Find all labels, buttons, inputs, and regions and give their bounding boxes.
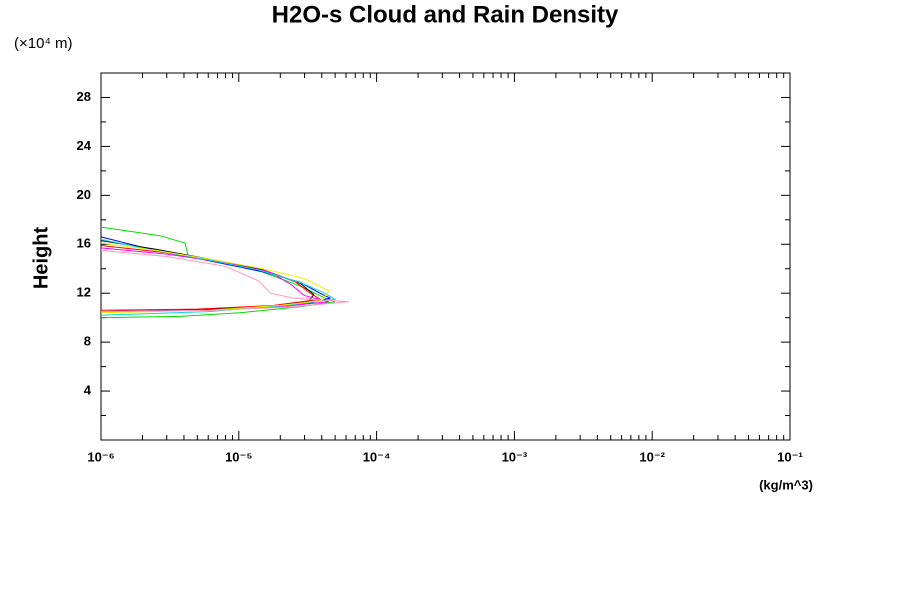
y-unit: (×10⁴ m) xyxy=(14,35,73,52)
y-tick-label: 12 xyxy=(77,285,91,300)
x-tick-label: 10⁻⁴ xyxy=(363,449,391,464)
profile-line xyxy=(100,242,330,314)
y-tick-label: 8 xyxy=(84,334,91,349)
x-tick-label: 10⁻⁵ xyxy=(225,449,252,464)
profile-line xyxy=(100,249,349,313)
chart-title: H2O-s Cloud and Rain Density xyxy=(272,1,619,28)
y-tick-label: 20 xyxy=(77,187,91,202)
x-axis-label: (kg/m^3) xyxy=(759,477,813,492)
y-tick-label: 28 xyxy=(77,89,91,104)
x-tick-label: 10⁻¹ xyxy=(777,449,803,464)
x-tick-label: 10⁻⁶ xyxy=(87,449,114,464)
y-tick-label: 4 xyxy=(84,383,92,398)
y-axis-label: Height xyxy=(30,227,52,290)
x-tick-label: 10⁻² xyxy=(639,449,665,464)
y-tick-label: 24 xyxy=(77,138,92,153)
plot-frame xyxy=(100,72,791,441)
x-tick-label: 10⁻³ xyxy=(502,449,528,464)
y-tick-label: 16 xyxy=(77,236,91,251)
profile-line xyxy=(100,240,315,313)
